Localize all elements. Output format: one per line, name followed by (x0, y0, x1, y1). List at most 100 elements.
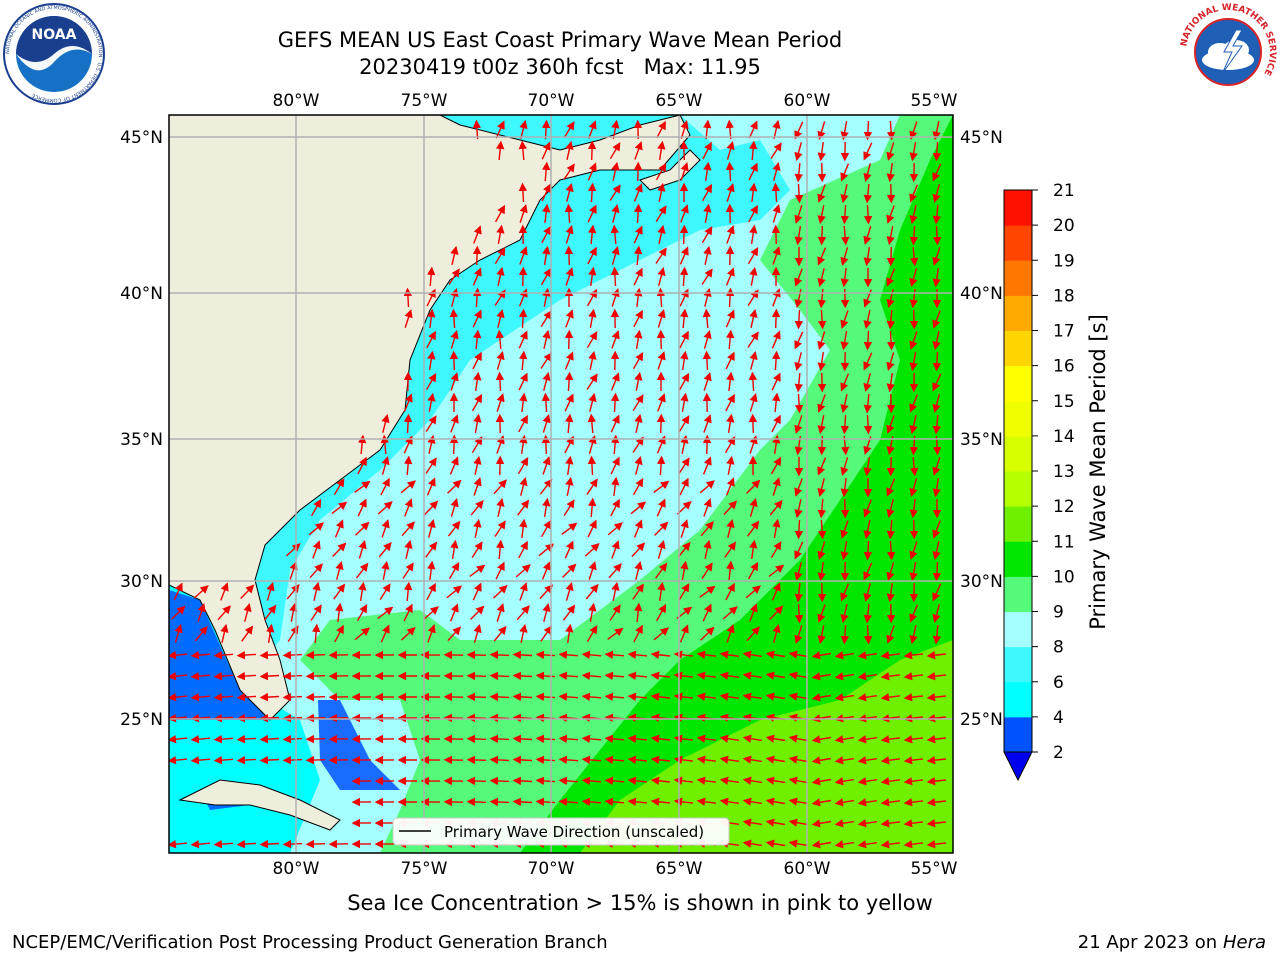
wave-direction-arrow (632, 477, 644, 496)
wave-direction-arrow (749, 539, 758, 560)
wave-direction-arrow (305, 755, 326, 765)
wave-direction-arrow (748, 120, 758, 139)
wave-direction-arrow (542, 245, 551, 266)
wave-direction-arrow (863, 373, 872, 393)
wave-direction-arrow (565, 413, 574, 434)
wave-direction-arrow (627, 734, 648, 743)
wave-direction-arrow (581, 776, 602, 786)
wave-direction-arrow (496, 497, 505, 517)
wave-direction-arrow (540, 267, 552, 286)
wave-direction-arrow (217, 605, 231, 621)
wave-direction-arrow (771, 350, 781, 371)
wave-direction-arrow (213, 734, 234, 744)
wave-direction-arrow (403, 413, 413, 434)
wave-direction-arrow (788, 692, 809, 701)
wave-direction-arrow (932, 331, 941, 351)
wave-direction-arrow (926, 840, 946, 849)
footer-host: Hera (1222, 932, 1266, 953)
wave-direction-arrow (190, 755, 211, 765)
wave-direction-arrow (236, 650, 257, 660)
wave-direction-arrow (788, 755, 809, 764)
wave-direction-arrow (403, 581, 413, 602)
wave-direction-arrow (604, 692, 625, 702)
wave-direction-arrow (519, 119, 528, 139)
wave-direction-arrow (588, 602, 597, 623)
wave-direction-arrow (857, 798, 878, 807)
wave-direction-arrow (519, 582, 528, 601)
wave-direction-arrow (834, 735, 855, 744)
wave-direction-arrow (466, 755, 487, 765)
wave-direction-arrow (696, 671, 716, 680)
wave-direction-arrow (604, 650, 625, 660)
wave-direction-arrow (563, 499, 575, 516)
wave-direction-arrow (627, 755, 648, 764)
wave-direction-arrow (213, 755, 234, 765)
wave-direction-arrow (909, 561, 918, 582)
wave-direction-arrow (765, 776, 786, 785)
wave-direction-arrow (282, 650, 303, 660)
wave-direction-arrow (305, 713, 326, 723)
wave-direction-arrow (655, 603, 667, 622)
wave-direction-arrow (381, 413, 390, 433)
wave-direction-arrow (587, 455, 597, 476)
wave-direction-arrow (788, 671, 809, 680)
wave-direction-arrow (634, 141, 643, 160)
wave-direction-arrow (748, 413, 758, 434)
nws-logo: NATIONAL WEATHER SERVICE (1178, 2, 1278, 102)
wave-direction-arrow (909, 289, 918, 309)
wave-direction-arrow (817, 541, 826, 560)
wave-direction-arrow (610, 456, 620, 475)
wave-direction-arrow (886, 540, 896, 561)
wave-direction-arrow (333, 478, 345, 496)
wave-direction-arrow (932, 247, 941, 266)
wave-direction-arrow (448, 268, 460, 285)
wave-direction-arrow (305, 734, 326, 744)
wave-direction-arrow (466, 734, 487, 744)
wave-direction-arrow (634, 560, 643, 580)
wave-direction-arrow (886, 456, 896, 477)
wave-direction-arrow (657, 581, 666, 602)
wave-direction-arrow (611, 476, 620, 496)
wave-direction-arrow (169, 672, 188, 681)
wave-direction-arrow (863, 540, 873, 561)
wave-direction-arrow (586, 373, 598, 390)
wave-direction-arrow (471, 436, 483, 454)
wave-direction-arrow (427, 350, 436, 371)
wave-direction-arrow (240, 584, 255, 599)
wave-direction-arrow (903, 693, 923, 702)
wave-direction-arrow (450, 539, 459, 560)
wave-direction-arrow (771, 414, 781, 433)
wave-direction-arrow (519, 204, 528, 223)
wave-direction-arrow (169, 735, 188, 744)
wave-direction-arrow (581, 734, 602, 744)
wave-direction-arrow (863, 330, 873, 351)
wave-direction-arrow (236, 755, 257, 765)
colorbar-tick-label: 12 (1053, 497, 1075, 517)
wave-direction-arrow (493, 479, 507, 495)
wave-direction-arrow (863, 183, 872, 204)
wave-direction-arrow (909, 121, 918, 140)
wave-direction-arrow (587, 246, 597, 265)
wave-direction-arrow (633, 519, 643, 538)
wave-direction-arrow (519, 476, 528, 496)
wave-direction-arrow (932, 561, 942, 582)
wave-direction-arrow (909, 205, 918, 225)
wave-direction-arrow (857, 693, 878, 702)
wave-direction-arrow (542, 602, 551, 622)
wave-direction-arrow (381, 455, 390, 475)
wave-direction-arrow (425, 541, 438, 558)
wave-direction-arrow (840, 498, 850, 519)
wave-direction-arrow (470, 500, 484, 516)
wave-direction-arrow (656, 120, 666, 139)
wave-direction-arrow (725, 119, 735, 140)
colorbar-swatch (1004, 400, 1032, 437)
wave-direction-arrow (701, 268, 713, 285)
wave-direction-arrow (886, 268, 896, 287)
wave-direction-arrow (609, 142, 621, 160)
wave-direction-arrow (259, 692, 280, 702)
wave-direction-arrow (765, 818, 786, 827)
lon-label-bottom: 55°W (911, 859, 958, 879)
legend-label: Primary Wave Direction (unscaled) (444, 823, 704, 841)
wave-direction-arrow (402, 562, 414, 579)
wave-direction-arrow (587, 204, 597, 223)
